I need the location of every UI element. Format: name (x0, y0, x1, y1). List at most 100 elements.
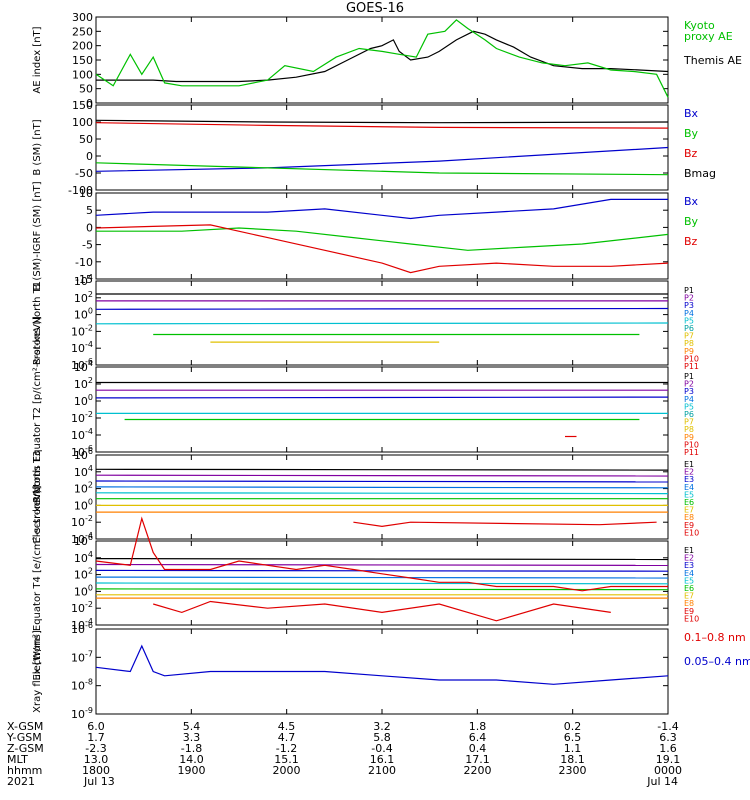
y-tick-label: 102 (74, 567, 93, 582)
legend-entry: E3 (684, 475, 694, 484)
legend-entry: E4 (684, 569, 694, 578)
y-tick-label: 100 (74, 583, 93, 598)
panel-frame-1 (95, 104, 669, 191)
x-axis-value: -2.3 (85, 742, 106, 755)
y-tick-label: 200 (72, 40, 93, 53)
series-line-themis-ae (96, 30, 669, 83)
y-tick-label: 300 (72, 11, 93, 24)
series-line-0-05-0-4-nm (95, 644, 669, 685)
x-axis-value: 15.1 (274, 753, 299, 766)
legend-entry: P11 (684, 362, 699, 371)
panel-frame-4 (95, 366, 669, 453)
x-axis-value: 1.1 (564, 742, 582, 755)
y-tick-label: 104 (74, 273, 93, 288)
x-axis-value: 19.1 (656, 753, 681, 766)
y-tick-label: 150 (72, 99, 93, 112)
legend-entry: P5 (684, 316, 694, 325)
series-line-bx (95, 198, 668, 220)
y-axis-label: Protons North T1 (32, 281, 43, 365)
legend-entry: P1 (684, 286, 694, 295)
x-axis-value: 18.1 (560, 753, 585, 766)
x-axis-value: 16.1 (370, 753, 395, 766)
y-tick-label: 100 (74, 393, 93, 408)
y-tick-label: 10-6 (71, 357, 93, 372)
series-line-e1 (95, 468, 669, 471)
x-axis-value: 3.2 (373, 720, 391, 733)
x-row-label: 2021 (7, 775, 35, 788)
legend-entry: E10 (684, 614, 699, 623)
page-title: GOES-16 (345, 1, 404, 16)
y-tick-label: 0 (86, 150, 93, 163)
y-tick-label: 10-2 (71, 323, 93, 338)
y-tick-label: 0 (86, 221, 93, 234)
x-axis-value: 13.0 (84, 753, 109, 766)
y-tick-label: 104 (74, 464, 93, 479)
legend-entry: E9 (684, 521, 694, 530)
legend-entry: 0.1–0.8 nm (684, 631, 746, 644)
y-tick-label: 100 (72, 68, 93, 81)
legend-entry: E1 (684, 460, 694, 469)
x-axis-value: 1800 (82, 764, 110, 777)
y-tick-label: 10-4 (71, 617, 93, 632)
x-axis-value: 6.0 (87, 720, 105, 733)
x-axis-value: -1.8 (181, 742, 202, 755)
series-line-e3 (95, 480, 669, 483)
legend-entry: P5 (684, 402, 694, 411)
x-row-label: Z-GSM (7, 742, 44, 755)
series-line-e5 (95, 582, 669, 585)
legend-entry: E2 (684, 554, 694, 563)
series-line-p3 (95, 396, 669, 399)
y-axis-label: AE index [nT] (32, 26, 43, 93)
x-axis-value: 14.0 (179, 753, 204, 766)
x-axis-value: 4.7 (278, 731, 296, 744)
series-line-e2 (95, 474, 669, 477)
x-axis-value: 2200 (464, 764, 492, 777)
y-tick-label: 10-7 (71, 649, 93, 664)
y-tick-label: 106 (74, 533, 93, 548)
legend-entry: Kyoto (684, 19, 715, 32)
legend-entry: E6 (684, 584, 694, 593)
x-axis-value: 1.8 (469, 720, 487, 733)
legend-entry: E8 (684, 599, 694, 608)
series-line-kyoto-proxy-ae (95, 19, 669, 98)
series-line-p5 (95, 322, 669, 325)
legend-entry: E7 (684, 506, 694, 515)
y-axis-label: B (SM)-IGRF (SM) [nT] (32, 181, 43, 290)
x-axis-value: Jul 13 (83, 775, 115, 788)
y-axis-label: Electrons Equator T4 [e/(cm²-s-sr-keV)] (32, 485, 43, 680)
legend-entry: P7 (684, 332, 694, 341)
y-tick-label: 0 (86, 97, 93, 110)
x-axis-value: -1.4 (657, 720, 678, 733)
x-axis-value: 2000 (272, 764, 300, 777)
legend-entry: P9 (684, 433, 694, 442)
series-line-e4 (95, 576, 669, 579)
y-tick-label: 102 (74, 290, 93, 305)
x-axis-value: 4.5 (278, 720, 296, 733)
y-tick-label: 10-4 (71, 531, 93, 546)
y-tick-label: 150 (72, 54, 93, 67)
legend-entry: proxy AE (684, 30, 733, 43)
legend-entry: Bmag (684, 167, 716, 180)
legend-entry: P4 (684, 309, 694, 318)
x-axis-value: 6.3 (659, 731, 677, 744)
legend-entry: P8 (684, 339, 694, 348)
legend-entry: P1 (684, 372, 694, 381)
y-tick-label: 10-9 (71, 706, 93, 721)
legend-entry: E5 (684, 576, 694, 585)
y-tick-label: 100 (74, 497, 93, 512)
y-tick-label: 102 (74, 481, 93, 496)
y-axis-label: Xray flux [W/m²] (32, 630, 43, 713)
legend-entry: By (684, 215, 699, 228)
x-axis-value: 3.3 (183, 731, 201, 744)
series-line-e2 (95, 563, 669, 567)
legend-entry: Themis AE (683, 54, 742, 67)
y-tick-label: -5 (82, 239, 93, 252)
x-axis-value: 2100 (368, 764, 396, 777)
legend-entry: E10 (684, 528, 699, 537)
x-axis-value: 1.7 (87, 731, 105, 744)
legend-entry: 0.05–0.4 nm (684, 655, 750, 668)
y-tick-label: 5 (86, 204, 93, 217)
legend-entry: E9 (684, 607, 694, 616)
legend-entry: P9 (684, 347, 694, 356)
